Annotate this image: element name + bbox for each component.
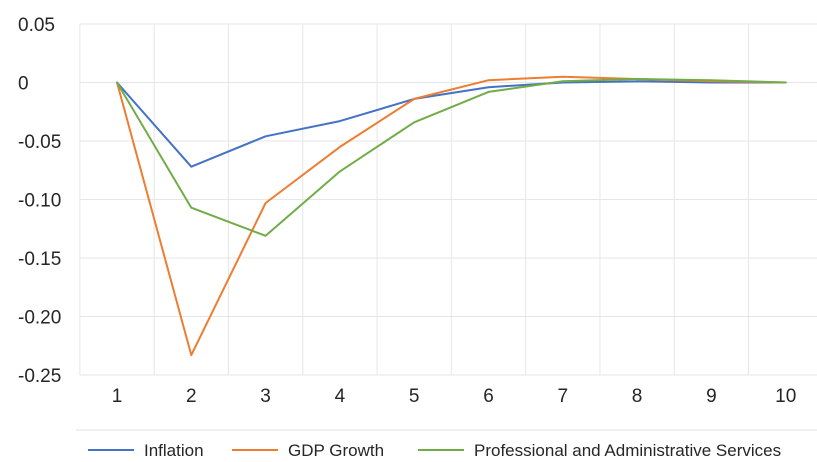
gridlines	[79, 23, 817, 376]
y-tick-label: -0.20	[18, 308, 61, 329]
x-tick-label: 4	[335, 386, 346, 407]
y-tick-label: 0	[18, 74, 29, 95]
x-tick-label: 1	[112, 386, 123, 407]
x-tick-label: 3	[260, 386, 271, 407]
y-tick-label: -0.25	[18, 366, 61, 387]
x-tick-label: 10	[775, 386, 796, 407]
y-tick-label: -0.05	[18, 132, 61, 153]
legend-label: Inflation	[144, 441, 204, 460]
series-line-1	[116, 80, 787, 168]
y-tick-label: -0.15	[18, 249, 61, 270]
series-line-3	[116, 78, 787, 237]
x-axis-tick-labels: 1 2 3 4 5 6 7 8 9 10	[112, 386, 797, 407]
x-tick-label: 6	[483, 386, 494, 407]
y-axis-tick-labels: 0.05 0 -0.05 -0.10 -0.15 -0.20 -0.25	[18, 15, 61, 387]
legend-label: Professional and Administrative Services	[474, 441, 781, 460]
x-tick-label: 5	[409, 386, 420, 407]
y-tick-label: -0.10	[18, 191, 61, 212]
x-tick-label: 7	[558, 386, 569, 407]
legend-label: GDP Growth	[288, 441, 384, 460]
x-tick-label: 9	[706, 386, 717, 407]
series-lines	[116, 75, 787, 357]
legend: Inflation GDP Growth Professional and Admi…	[76, 429, 817, 460]
x-tick-label: 8	[632, 386, 643, 407]
x-tick-label: 2	[186, 386, 197, 407]
y-tick-label: 0.05	[18, 15, 55, 36]
